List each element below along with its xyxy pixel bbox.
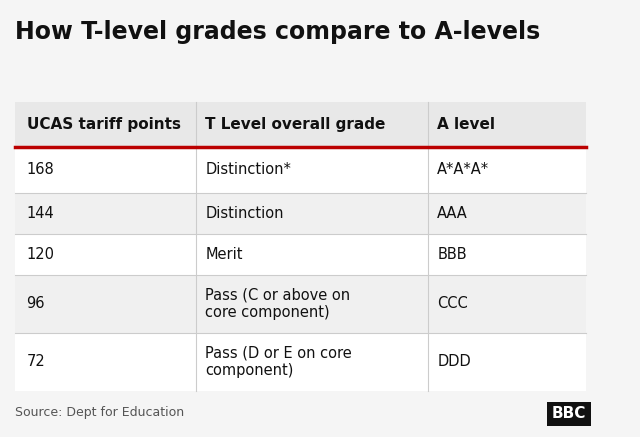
Bar — [15, 234, 586, 274]
Text: 120: 120 — [27, 246, 54, 262]
Text: 72: 72 — [27, 354, 45, 369]
Text: Pass (D or E on core
component): Pass (D or E on core component) — [205, 346, 352, 378]
Text: Distinction: Distinction — [205, 205, 284, 221]
Text: Source: Dept for Education: Source: Dept for Education — [15, 406, 184, 419]
Text: Pass (C or above on
core component): Pass (C or above on core component) — [205, 288, 350, 320]
Text: A level: A level — [437, 117, 495, 132]
Bar — [15, 147, 586, 193]
Text: A*A*A*: A*A*A* — [437, 163, 490, 177]
Text: 96: 96 — [27, 296, 45, 311]
Text: 144: 144 — [27, 205, 54, 221]
Text: DDD: DDD — [437, 354, 471, 369]
Bar — [15, 193, 586, 234]
Text: Merit: Merit — [205, 246, 243, 262]
Text: BBC: BBC — [552, 406, 586, 421]
Bar — [15, 102, 586, 147]
Text: 168: 168 — [27, 163, 54, 177]
Text: T Level overall grade: T Level overall grade — [205, 117, 385, 132]
Text: AAA: AAA — [437, 205, 468, 221]
Text: BBB: BBB — [437, 246, 467, 262]
Text: Distinction*: Distinction* — [205, 163, 291, 177]
Bar — [15, 274, 586, 333]
Text: How T-level grades compare to A-levels: How T-level grades compare to A-levels — [15, 20, 540, 44]
Text: CCC: CCC — [437, 296, 468, 311]
Bar — [15, 333, 586, 391]
Text: UCAS tariff points: UCAS tariff points — [27, 117, 180, 132]
